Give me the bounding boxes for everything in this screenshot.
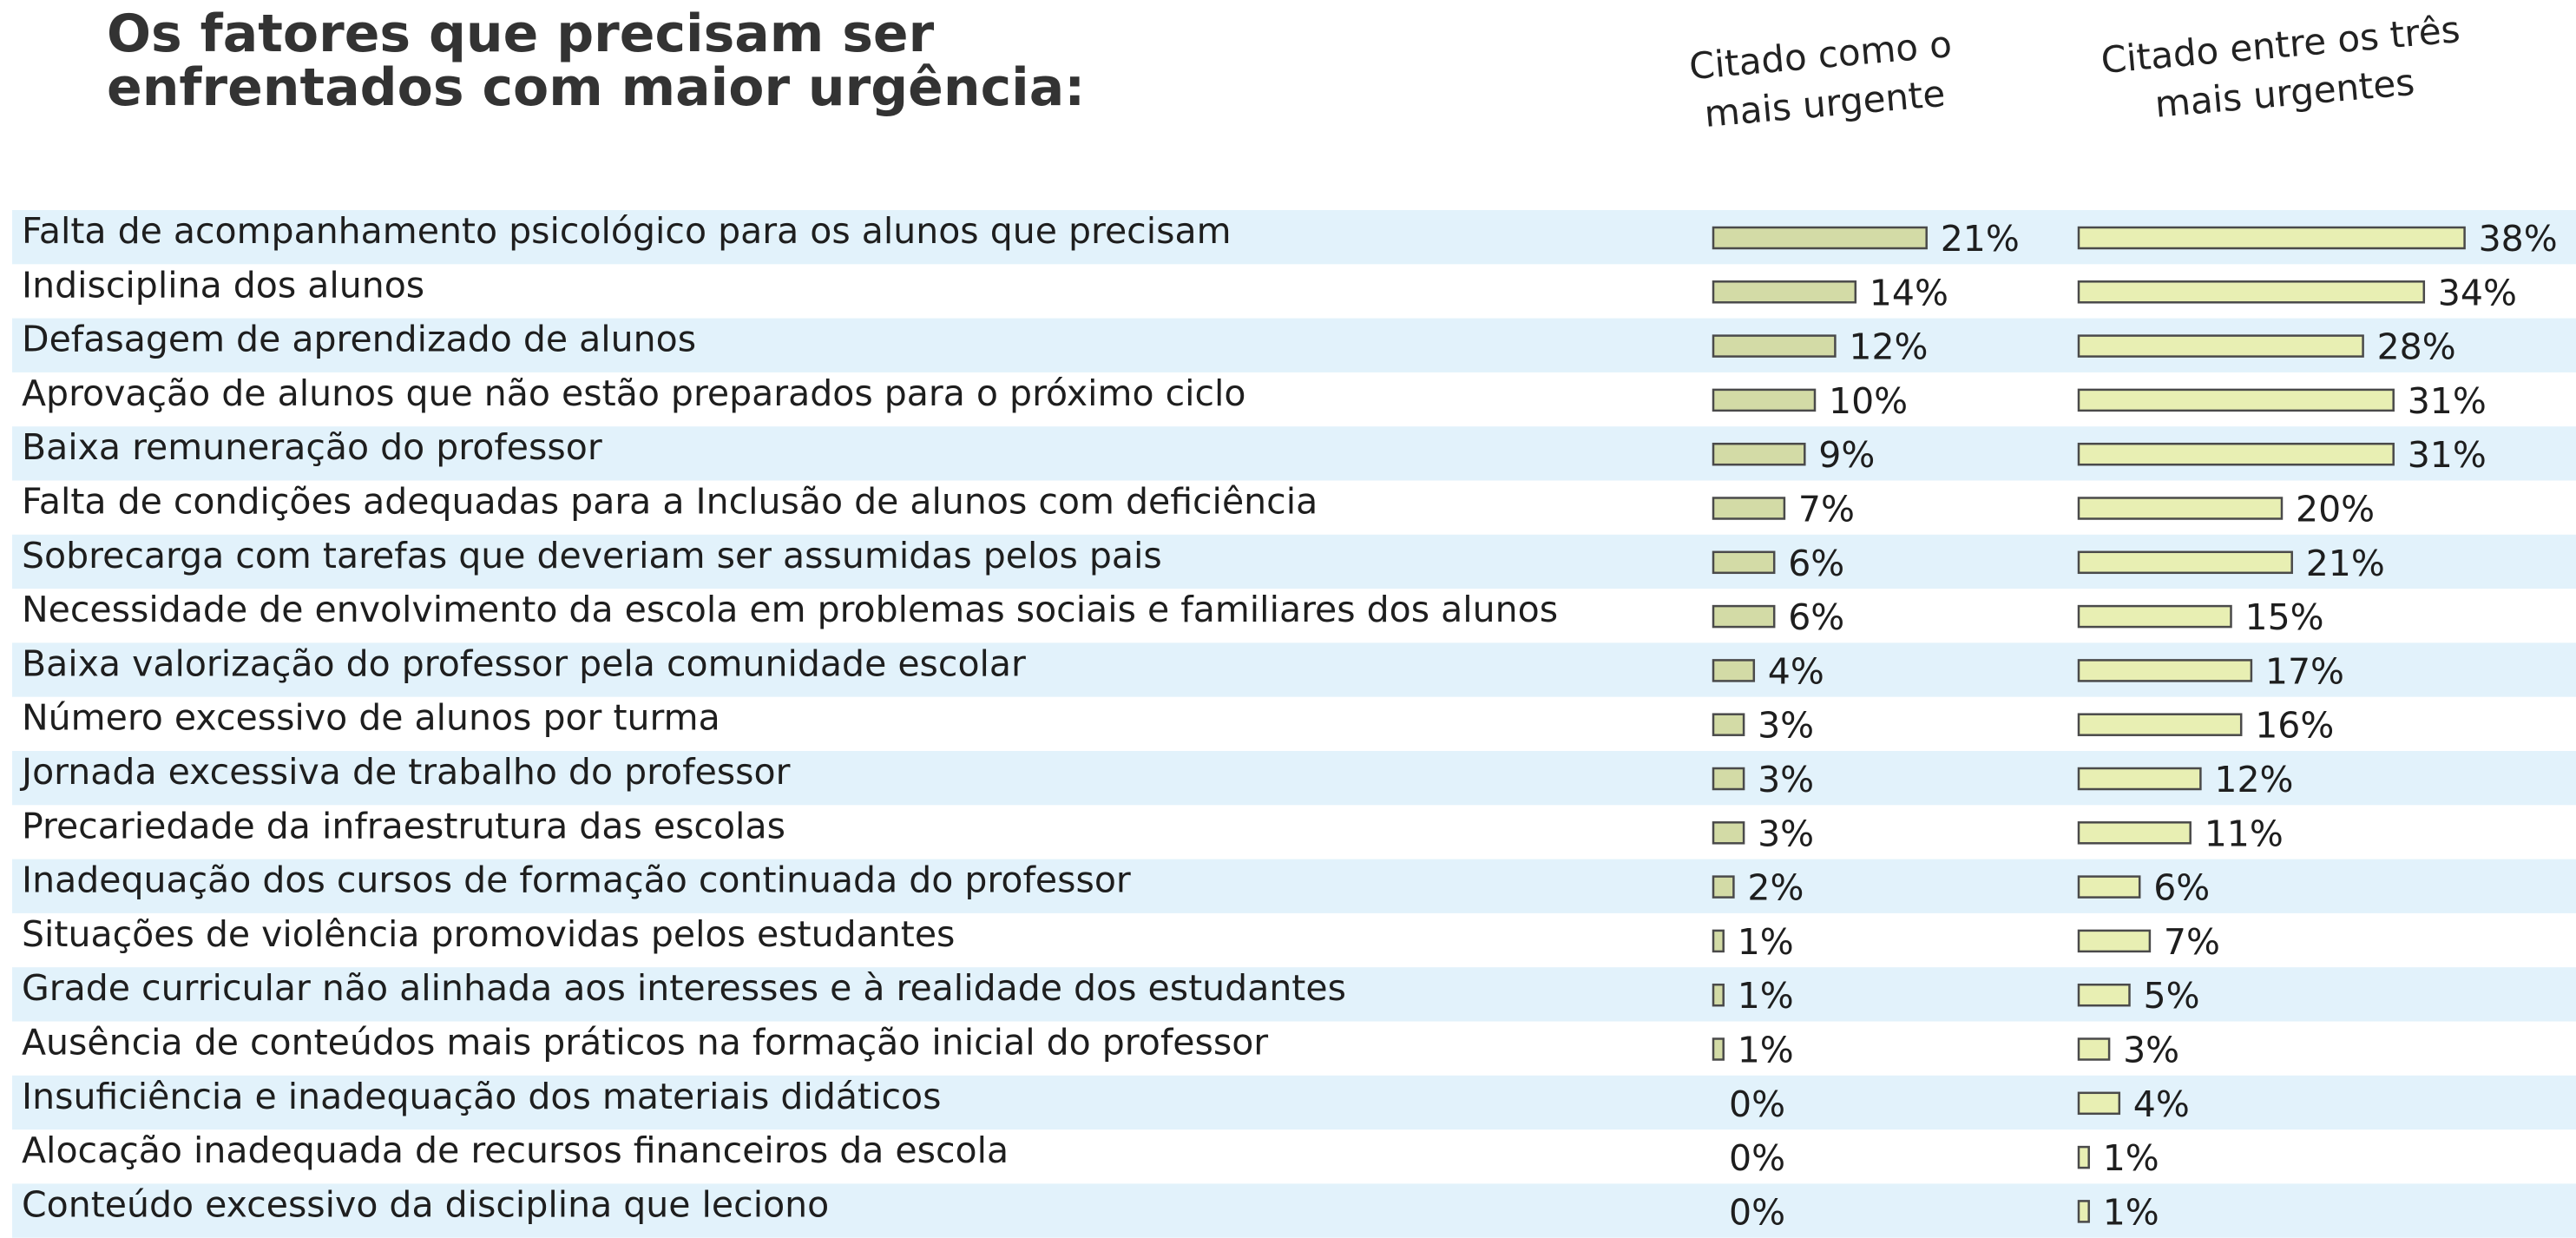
row-band (12, 1075, 2576, 1130)
value-label: 21% (1941, 218, 2020, 260)
category-label: Conteúdo excessivo da disciplina que lec… (22, 1183, 829, 1225)
value-label: 1% (2103, 1137, 2159, 1179)
bar (2077, 334, 2364, 358)
bar (1712, 821, 1745, 845)
value-label: 17% (2265, 650, 2344, 692)
bar (2077, 659, 2253, 682)
category-label: Necessidade de envolvimento da escola em… (22, 589, 1558, 630)
bar (2077, 604, 2232, 629)
category-label: Situações de violência promovidas pelos … (22, 913, 955, 955)
value-label: 2% (1747, 867, 1804, 909)
value-label: 15% (2245, 596, 2324, 638)
bar (1712, 767, 1745, 791)
category-label: Inadequação dos cursos de formação conti… (22, 859, 1131, 901)
category-label: Ausência de conteúdos mais práticos na f… (22, 1022, 1268, 1063)
value-label: 6% (2153, 867, 2210, 909)
value-label: 1% (1738, 975, 1794, 1017)
value-label: 20% (2296, 489, 2375, 530)
value-label: 12% (1849, 326, 1928, 368)
bar (1712, 929, 1725, 953)
bar (1712, 226, 1928, 250)
bar (2077, 1037, 2111, 1061)
bar (2077, 280, 2426, 304)
value-label: 7% (2164, 921, 2220, 963)
value-label: 14% (1870, 272, 1948, 313)
bar (2077, 929, 2152, 953)
value-label: 28% (2377, 326, 2456, 368)
value-label: 3% (1758, 705, 1814, 747)
bar (2077, 767, 2202, 791)
category-label: Indisciplina dos alunos (22, 264, 424, 306)
value-label: 6% (1788, 596, 1844, 638)
value-label: 5% (2144, 975, 2200, 1017)
bar (2077, 1200, 2090, 1223)
bar (2077, 388, 2395, 412)
category-label: Sobrecarga com tarefas que deveriam ser … (22, 535, 1162, 576)
category-label: Baixa valorização do professor pela comu… (22, 642, 1026, 684)
value-label: 7% (1798, 489, 1855, 530)
value-label: 6% (1788, 543, 1844, 584)
value-label: 0% (1729, 1083, 1785, 1125)
value-label: 9% (1818, 434, 1875, 476)
category-label: Precariedade da infraestrutura das escol… (22, 805, 785, 846)
chart-title: Os fatores que precisam ser enfrentados … (107, 3, 1086, 118)
category-label: Jornada excessiva de trabalho do profess… (19, 751, 791, 793)
row-band (12, 859, 2576, 913)
bar (1712, 334, 1837, 358)
category-label: Grade curricular não alinhada aos intere… (22, 967, 1346, 1009)
value-label: 4% (1768, 650, 1824, 692)
bar (1712, 659, 1756, 682)
bar (2077, 1091, 2121, 1116)
value-label: 34% (2438, 272, 2517, 313)
value-label: 31% (2408, 434, 2487, 476)
bar (1712, 280, 1857, 304)
bar (1712, 497, 1786, 520)
bar (2077, 226, 2466, 250)
bar (2077, 497, 2284, 520)
category-label: Alocação inadequada de recursos financei… (22, 1129, 1009, 1171)
category-label: Baixa remuneração do professor (22, 426, 602, 468)
bar (2077, 1145, 2090, 1169)
category-label: Insuficiência e inadequação dos materiai… (22, 1076, 941, 1117)
value-label: 10% (1829, 380, 1908, 422)
value-label: 16% (2255, 705, 2334, 747)
bar (2077, 983, 2131, 1007)
bar (1712, 875, 1735, 899)
value-label: 31% (2408, 380, 2487, 422)
row-band (12, 1183, 2576, 1238)
value-label: 11% (2205, 813, 2284, 854)
category-label: Falta de condições adequadas para a Incl… (22, 481, 1318, 523)
value-label: 4% (2133, 1083, 2190, 1125)
bar (1712, 983, 1725, 1007)
category-label: Falta de acompanhamento psicológico para… (22, 210, 1232, 252)
bar (2077, 550, 2293, 575)
value-label: 0% (1729, 1191, 1785, 1233)
category-label: Aprovação de alunos que não estão prepar… (22, 372, 1246, 414)
bar (2077, 875, 2141, 899)
bar (1712, 388, 1817, 412)
value-label: 1% (2103, 1191, 2159, 1233)
value-label: 3% (1758, 759, 1814, 800)
bar (2077, 821, 2192, 845)
value-label: 38% (2479, 218, 2558, 260)
value-label: 1% (1738, 921, 1794, 963)
value-label: 3% (2123, 1030, 2179, 1071)
bar (1712, 1037, 1725, 1061)
bar (1712, 442, 1806, 466)
bar (2077, 442, 2395, 466)
bar (1712, 550, 1776, 575)
category-label: Defasagem de aprendizado de alunos (22, 319, 696, 360)
value-label: 1% (1738, 1030, 1794, 1071)
value-label: 3% (1758, 813, 1814, 854)
bar (2077, 713, 2243, 736)
bar (1712, 713, 1745, 736)
bar (1712, 604, 1776, 629)
value-label: 21% (2306, 543, 2385, 584)
row-band (12, 967, 2576, 1022)
category-label: Número excessivo de alunos por turma (22, 697, 720, 739)
value-label: 12% (2214, 759, 2293, 800)
value-label: 0% (1729, 1137, 1785, 1179)
